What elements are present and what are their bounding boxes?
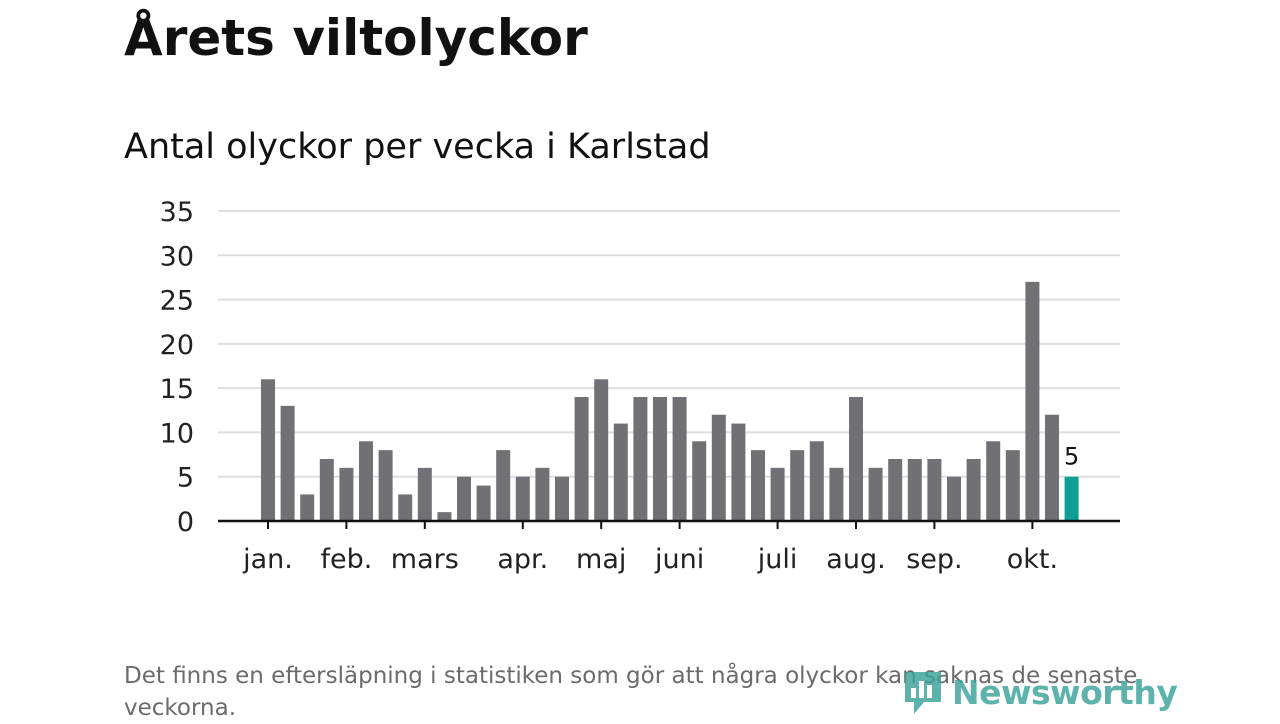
- bar: [339, 467, 354, 521]
- bar: [515, 476, 530, 521]
- y-tick-label: 25: [160, 286, 194, 317]
- bar: [417, 467, 432, 521]
- data-labels: 5: [1064, 443, 1079, 471]
- bar: [770, 467, 785, 521]
- bar: [653, 397, 667, 521]
- bar: [359, 441, 373, 521]
- gridlines: [218, 210, 1120, 478]
- bars: [261, 281, 1079, 521]
- bar: [437, 512, 452, 521]
- bar: [1025, 281, 1040, 521]
- bar: [888, 459, 903, 521]
- bar: [613, 423, 628, 521]
- brand-name: Newsworthy: [952, 672, 1178, 712]
- y-tick-label: 10: [160, 418, 194, 449]
- y-tick-label: 35: [160, 197, 194, 228]
- x-axis: jan. feb. mars apr. maj juni juli aug. sep. okt.: [218, 519, 1120, 575]
- bar: [280, 405, 295, 521]
- bar: [574, 397, 589, 521]
- footnote: Det finns en eftersläpning i statistiken…: [124, 663, 1138, 721]
- bar: [809, 441, 824, 521]
- bar: [829, 467, 844, 521]
- bar: [594, 379, 609, 521]
- bar: [692, 441, 707, 521]
- bar: [731, 423, 746, 521]
- brand-logo: Newsworthy: [902, 668, 1178, 716]
- bar: [966, 459, 981, 521]
- x-tick-label: juli: [757, 544, 798, 575]
- bar-highlight: [1064, 476, 1079, 521]
- y-tick-label: 5: [177, 463, 194, 494]
- bar: [476, 485, 491, 521]
- bar: [319, 459, 334, 521]
- x-tick-label: aug.: [826, 544, 885, 575]
- bar: [378, 450, 393, 521]
- y-tick-label: 15: [160, 374, 194, 405]
- x-tick-label: okt.: [1007, 544, 1058, 575]
- y-axis: 0 5 10 15 20 25 30 35: [160, 197, 194, 538]
- bar-chart: 0 5 10 15 20 25 30 35 jan. feb. mars apr. maj juni ju…: [160, 197, 1120, 575]
- x-tick-label: juni: [654, 544, 704, 575]
- x-tick-label: jan.: [242, 544, 293, 575]
- y-tick-label: 30: [160, 241, 194, 272]
- bar: [1005, 450, 1020, 521]
- x-tick-label: feb.: [320, 544, 372, 575]
- bar: [261, 379, 275, 521]
- bar: [711, 414, 726, 521]
- bar: [927, 459, 942, 521]
- bar: [457, 476, 471, 521]
- data-label: 5: [1064, 443, 1079, 471]
- bar: [1045, 414, 1059, 521]
- chart-subtitle: Antal olyckor per vecka i Karlstad: [124, 127, 711, 167]
- x-tick-label: mars: [391, 544, 459, 575]
- bar: [790, 450, 805, 521]
- bar: [907, 459, 922, 521]
- newsworthy-logo-icon: [905, 672, 941, 714]
- bar: [986, 441, 1001, 521]
- bar: [535, 467, 550, 521]
- bar: [672, 397, 687, 521]
- bar: [496, 450, 511, 521]
- bar: [849, 397, 863, 521]
- bar: [751, 450, 765, 521]
- bar: [633, 397, 648, 521]
- bar: [868, 467, 883, 521]
- chart-title: Årets viltolyckor: [124, 9, 588, 67]
- x-tick-label: maj: [576, 544, 626, 575]
- bar: [300, 494, 315, 521]
- y-tick-label: 0: [177, 507, 194, 538]
- x-tick-label: sep.: [906, 544, 962, 575]
- bar: [555, 476, 569, 521]
- x-tick-label: apr.: [497, 544, 548, 575]
- bar: [947, 476, 961, 521]
- y-tick-label: 20: [160, 330, 194, 361]
- bar: [398, 494, 413, 521]
